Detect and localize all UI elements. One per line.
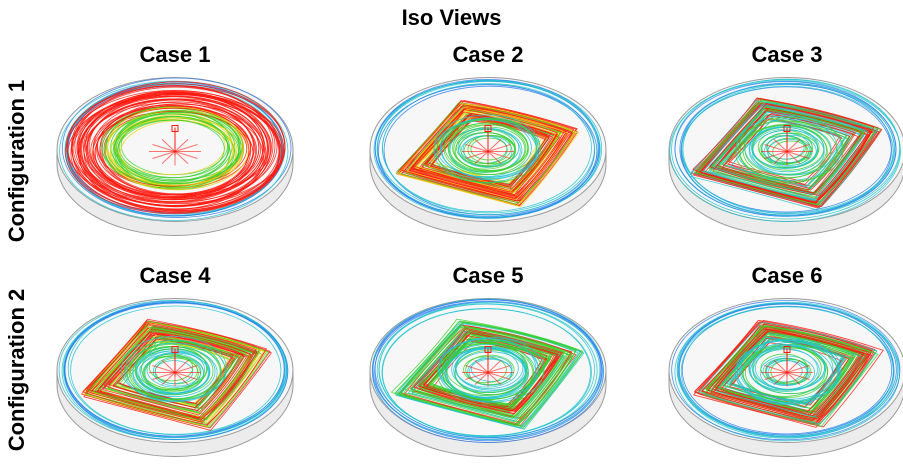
figure-title: Iso Views [401,5,502,30]
case-label-3: Case 3 [751,42,823,67]
streamlines [373,79,603,219]
impeller [761,125,813,166]
streamline-plot-case-4 [56,298,294,457]
streamlines [671,300,901,442]
streamline-plot-case-5 [369,298,607,457]
streamline-plot-case-3 [668,77,903,236]
row-label-configuration-1: Configuration 1 [4,79,29,243]
case-label-6: Case 6 [751,263,823,288]
vessel-top [668,298,903,443]
streamlines [58,300,289,441]
streamlines [371,298,604,443]
case-label-5: Case 5 [452,263,524,288]
streamline-plot-case-6 [668,298,903,457]
streamlines [59,77,292,221]
impeller [761,346,813,387]
streamline-plot-case-1 [56,77,294,236]
row-label-configuration-2: Configuration 2 [4,288,29,452]
impeller [149,346,201,387]
case-label-1: Case 1 [139,42,211,67]
streamlines [669,78,901,222]
streamline-plot-case-2 [369,77,607,236]
impeller [149,125,201,166]
impeller [462,346,514,387]
case-label-4: Case 4 [139,263,211,288]
impeller [462,125,514,166]
case-label-2: Case 2 [452,42,524,67]
